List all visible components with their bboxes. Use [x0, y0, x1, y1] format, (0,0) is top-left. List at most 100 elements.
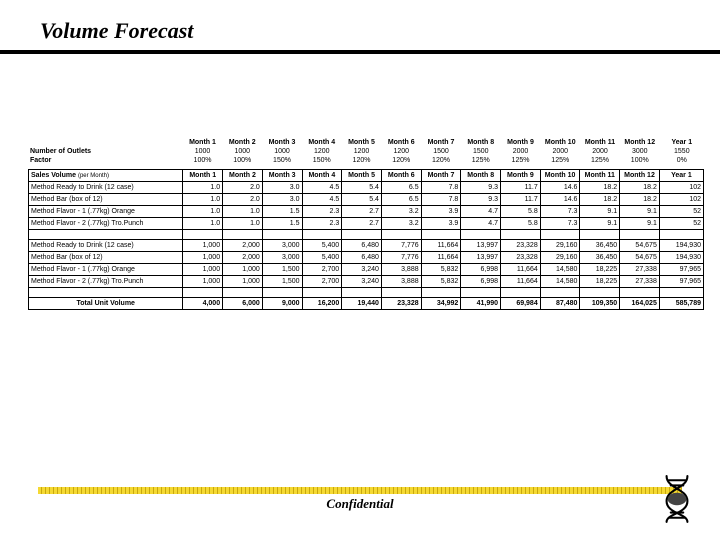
outlets-row: Number of Outlets 1000 1000 1000 1200 12… — [28, 147, 704, 156]
col-header: Month 2 — [223, 170, 263, 182]
cell: 100% — [620, 156, 660, 165]
cell: 3.2 — [381, 218, 421, 230]
cell: 2.3 — [302, 218, 342, 230]
col-header: Month 6 — [381, 138, 421, 147]
col-header: Month 1 — [183, 138, 223, 147]
cell: 97,965 — [659, 276, 703, 288]
cell: 1,000 — [183, 252, 223, 264]
cell: 4.7 — [461, 218, 501, 230]
col-header: Month 2 — [222, 138, 262, 147]
cell: 1.0 — [183, 206, 223, 218]
cell: 6.5 — [381, 182, 421, 194]
cell: 52 — [659, 206, 703, 218]
header: Volume Forecast — [0, 0, 720, 54]
cell: 27,338 — [620, 276, 660, 288]
cell: 1500 — [461, 147, 501, 156]
table-row: Method Bar (box of 12)1,0002,0003,0005,4… — [29, 252, 704, 264]
header-main: Sales Volume — [31, 172, 76, 179]
cell: 1200 — [381, 147, 421, 156]
cell: 18,225 — [580, 276, 620, 288]
table-row: Method Ready to Drink (12 case)1,0002,00… — [29, 240, 704, 252]
cell: 0% — [660, 156, 704, 165]
header-sub: (per Month) — [78, 173, 109, 179]
row-label: Method Ready to Drink (12 case) — [29, 182, 183, 194]
outlets-table: Month 1 Month 2 Month 3 Month 4 Month 5 … — [28, 138, 704, 165]
total-label: Total Unit Volume — [29, 298, 183, 310]
cell: 1.0 — [183, 218, 223, 230]
cell: 6,998 — [461, 276, 501, 288]
col-header: Month 5 — [342, 138, 382, 147]
row-label: Method Ready to Drink (12 case) — [29, 240, 183, 252]
table-row: Method Flavor - 2 (.77kg) Tro.Punch1,000… — [29, 276, 704, 288]
cell: 11.7 — [501, 182, 541, 194]
col-header: Month 7 — [421, 170, 461, 182]
cell: 1.0 — [183, 182, 223, 194]
blank-row — [29, 230, 704, 240]
cell: 120% — [381, 156, 421, 165]
cell: 2000 — [501, 147, 541, 156]
row-label: Method Bar (box of 12) — [29, 252, 183, 264]
cell: 4.5 — [302, 194, 342, 206]
cell: 1200 — [342, 147, 382, 156]
cell: 2,700 — [302, 276, 342, 288]
cell: 2,700 — [302, 264, 342, 276]
row-label: Number of Outlets — [28, 147, 183, 156]
title-underline — [0, 50, 720, 54]
cell: 14,580 — [540, 276, 580, 288]
cell: 125% — [540, 156, 580, 165]
tables-region: Month 1 Month 2 Month 3 Month 4 Month 5 … — [28, 138, 704, 310]
cell: 18.2 — [620, 182, 660, 194]
cell: 1.5 — [262, 218, 302, 230]
table-row: Method Bar (box of 12)1.02.03.04.55.46.5… — [29, 194, 704, 206]
cell: 7.8 — [421, 194, 461, 206]
cell: 2,000 — [223, 252, 263, 264]
cell: 1,000 — [183, 240, 223, 252]
cell: 97,965 — [659, 264, 703, 276]
cell: 2000 — [540, 147, 580, 156]
cell: 2.0 — [223, 182, 263, 194]
cell: 2.0 — [223, 194, 263, 206]
row-label: Method Bar (box of 12) — [29, 194, 183, 206]
cell: 1.0 — [223, 206, 263, 218]
row-label: Method Flavor - 2 (.77kg) Tro.Punch — [29, 276, 183, 288]
cell: 13,997 — [461, 240, 501, 252]
cell: 6,000 — [223, 298, 263, 310]
cell: 9.1 — [580, 206, 620, 218]
row-label: Factor — [28, 156, 183, 165]
cell: 23,328 — [381, 298, 421, 310]
cell: 102 — [659, 182, 703, 194]
cell: 18.2 — [580, 194, 620, 206]
sales-volume-table: Sales Volume (per Month) Month 1 Month 2… — [28, 169, 704, 310]
cell: 1550 — [660, 147, 704, 156]
cell: 100% — [183, 156, 223, 165]
cell: 14,580 — [540, 264, 580, 276]
cell: 1200 — [302, 147, 342, 156]
cell: 27,338 — [620, 264, 660, 276]
table-row: Method Flavor - 1 (.77kg) Orange1,0001,0… — [29, 264, 704, 276]
cell: 1,000 — [183, 276, 223, 288]
col-header: Month 4 — [302, 170, 342, 182]
table-row: Method Flavor - 2 (.77kg) Tro.Punch1.01.… — [29, 218, 704, 230]
cell: 7.8 — [421, 182, 461, 194]
cell: 5,400 — [302, 252, 342, 264]
cell: 16,200 — [302, 298, 342, 310]
page-title: Volume Forecast — [40, 18, 720, 50]
cell: 3.0 — [262, 182, 302, 194]
cell: 1,500 — [262, 264, 302, 276]
cell: 4.5 — [302, 182, 342, 194]
cell: 3,000 — [262, 240, 302, 252]
total-row: Total Unit Volume 4,000 6,000 9,000 16,2… — [29, 298, 704, 310]
cell: 7,776 — [381, 240, 421, 252]
col-header: Month 9 — [501, 170, 541, 182]
table-row: Method Ready to Drink (12 case)1.02.03.0… — [29, 182, 704, 194]
cell: 11,664 — [421, 252, 461, 264]
confidential-label: Confidential — [38, 496, 682, 512]
unit-rows: Method Ready to Drink (12 case)1,0002,00… — [29, 240, 704, 288]
cell: 5.4 — [342, 182, 382, 194]
cell: 9,000 — [262, 298, 302, 310]
cell: 13,997 — [461, 252, 501, 264]
cell: 5.4 — [342, 194, 382, 206]
cell: 5.8 — [501, 218, 541, 230]
cell: 4,000 — [183, 298, 223, 310]
table-row: Method Flavor - 1 (.77kg) Orange1.01.01.… — [29, 206, 704, 218]
